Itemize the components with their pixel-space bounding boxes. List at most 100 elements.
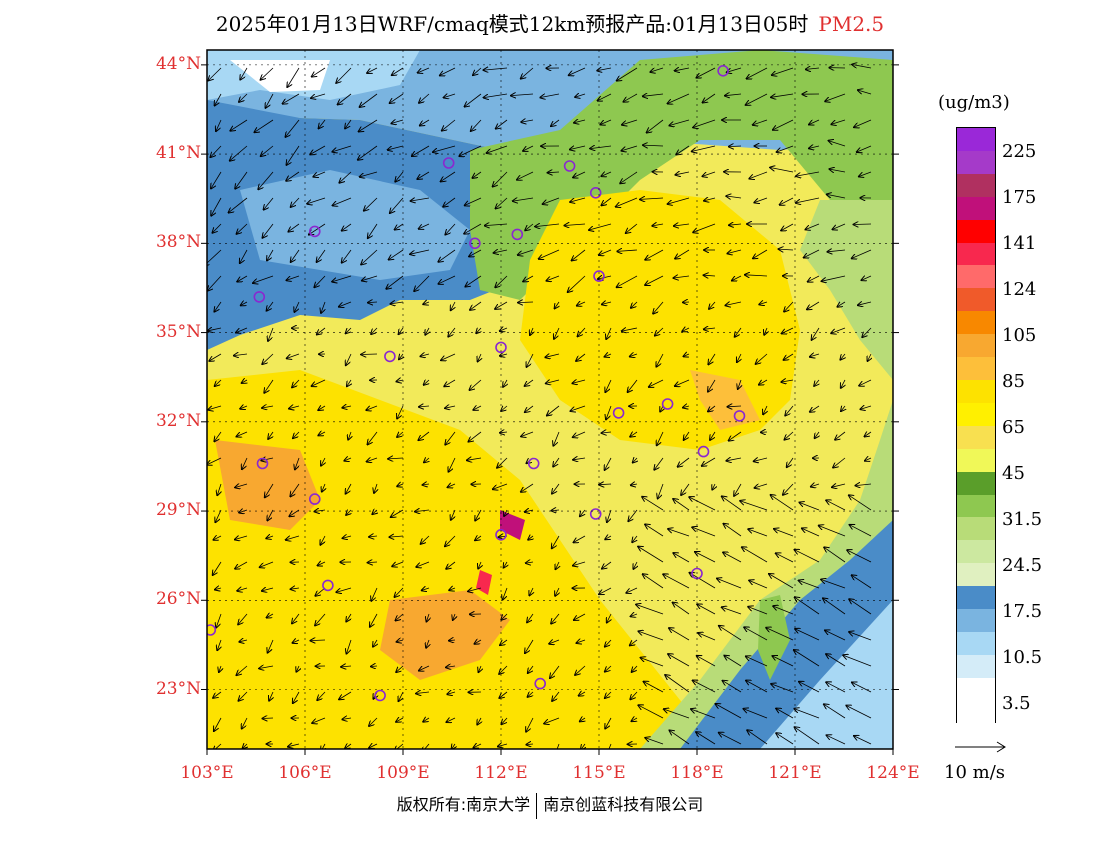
wind-vector [501, 406, 508, 411]
wind-vector [552, 535, 560, 548]
wind-vector [360, 93, 378, 107]
wind-vector [744, 627, 768, 641]
wind-vector [553, 431, 560, 446]
wind-vector [447, 718, 456, 722]
wind-vector [724, 524, 742, 537]
wind-vector [264, 197, 274, 210]
color-scale-label: 175 [1002, 187, 1037, 208]
wind-vector [411, 198, 430, 201]
wind-vector [642, 497, 664, 511]
wind-vector [449, 588, 456, 590]
wind-vector [570, 197, 586, 202]
wind-vector [574, 535, 586, 542]
color-scale-swatch [957, 196, 995, 220]
wind-vector [754, 197, 768, 203]
wind-vector [681, 483, 690, 495]
wind-vector [238, 613, 248, 624]
wind-vector [397, 484, 404, 486]
wind-vector [369, 717, 378, 726]
wind-vector [673, 553, 690, 563]
copyright-notice: 版权所有:南京大学 南京创蓝科技有限公司 [0, 791, 1100, 819]
wind-vector [286, 171, 300, 181]
wind-vector [684, 431, 690, 440]
wind-vector [674, 276, 690, 278]
wind-vector [769, 574, 794, 589]
wind-vector [690, 573, 716, 589]
wind-vector [446, 561, 456, 569]
wind-vector [692, 527, 716, 537]
latitude-label: 29°N [155, 500, 201, 521]
wind-vector [321, 743, 325, 749]
wind-vector [795, 629, 820, 641]
wind-vector [215, 588, 222, 590]
sichuan-high-zone [215, 440, 320, 530]
wind-vector [574, 120, 586, 123]
wind-vector [484, 68, 508, 70]
wind-vector [638, 705, 664, 719]
wind-vector [240, 249, 248, 263]
wind-vector [470, 301, 482, 310]
wind-vector [523, 275, 534, 282]
wind-vector [602, 432, 612, 433]
wind-vector [348, 431, 351, 440]
wind-vector [697, 604, 716, 615]
wind-vector [664, 709, 690, 719]
wind-vector [475, 536, 482, 540]
city-marker [612, 407, 625, 419]
wind-vector [570, 146, 586, 150]
wind-vector [216, 119, 222, 131]
wind-vector [448, 484, 456, 487]
wind-vector [776, 733, 794, 745]
wind-vector [747, 730, 768, 745]
wind-vector [565, 224, 586, 226]
wind-vector [208, 328, 222, 331]
wind-vector [416, 692, 430, 694]
wind-vector [439, 275, 456, 284]
wind-vector [555, 301, 559, 308]
wind-vector [827, 250, 846, 252]
wind-vector [543, 197, 560, 204]
wind-vector [729, 431, 742, 441]
wind-vector [852, 249, 872, 258]
city-marker [374, 689, 386, 702]
wind-vector [692, 145, 716, 151]
wind-vector [732, 275, 742, 281]
wind-vector [318, 432, 326, 435]
wind-vector [424, 380, 429, 385]
wind-vector [525, 510, 534, 512]
wind-vector [332, 275, 352, 282]
wind-vector [525, 379, 534, 386]
wind-vector [862, 327, 872, 337]
wind-vector [763, 405, 767, 414]
color-scale-swatch [957, 219, 995, 243]
wind-vector [631, 614, 638, 616]
wind-vector [389, 536, 404, 537]
wind-vector [598, 93, 612, 101]
wind-vector [311, 640, 326, 641]
wind-vector [824, 704, 846, 719]
wind-vector [293, 691, 300, 703]
wind-vector [318, 562, 326, 566]
wind-vector [215, 379, 222, 386]
wind-vector [831, 327, 846, 333]
copyright-company: 南京创蓝科技有限公司 [543, 795, 704, 814]
wind-vector [309, 223, 326, 235]
wind-vector [724, 656, 742, 667]
wind-vector [749, 171, 768, 179]
wind-vector [371, 327, 378, 334]
color-scale-swatch [957, 609, 995, 632]
city-marker [384, 350, 396, 363]
wind-vector [716, 704, 742, 719]
wind-vector [293, 431, 300, 438]
wind-vector [416, 561, 430, 567]
wind-vector [268, 639, 274, 653]
wind-vector [837, 302, 846, 307]
latitude-label: 35°N [155, 321, 201, 342]
wind-vector [556, 561, 560, 569]
wind-vector [641, 658, 664, 667]
wind-vector [624, 93, 638, 102]
wind-vector [605, 354, 612, 357]
color-scale-swatch [957, 654, 995, 678]
wind-vector [242, 717, 248, 729]
wind-vector [261, 145, 274, 156]
